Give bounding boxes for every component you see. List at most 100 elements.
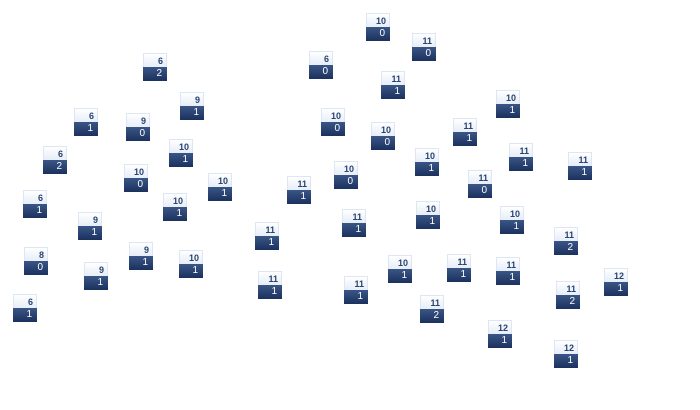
node-bottom-value: 0 (371, 136, 395, 150)
node-top-value: 10 (163, 193, 187, 207)
diagram-node[interactable]: 11 1 (258, 271, 282, 299)
diagram-node[interactable]: 11 2 (420, 295, 444, 323)
node-top-value: 6 (74, 108, 98, 122)
node-top-value: 8 (24, 247, 48, 261)
diagram-node[interactable]: 11 1 (447, 254, 471, 282)
node-top-value: 10 (179, 250, 203, 264)
node-top-value: 9 (78, 212, 102, 226)
node-bottom-value: 1 (342, 223, 366, 237)
node-bottom-value: 1 (554, 354, 578, 368)
diagram-node[interactable]: 10 1 (496, 90, 520, 118)
diagram-node[interactable]: 10 1 (179, 250, 203, 278)
node-top-value: 9 (129, 242, 153, 256)
diagram-node[interactable]: 10 0 (366, 13, 390, 41)
diagram-node[interactable]: 10 0 (371, 122, 395, 150)
node-bottom-value: 1 (129, 256, 153, 270)
diagram-node[interactable]: 11 1 (496, 257, 520, 285)
node-bottom-value: 0 (309, 65, 333, 79)
node-bottom-value: 1 (23, 204, 47, 218)
node-top-value: 11 (381, 71, 405, 85)
diagram-node[interactable]: 12 1 (488, 320, 512, 348)
diagram-node[interactable]: 12 1 (554, 340, 578, 368)
diagram-node[interactable]: 11 2 (556, 281, 580, 309)
node-top-value: 11 (287, 176, 311, 190)
diagram-node[interactable]: 10 1 (169, 139, 193, 167)
node-top-value: 11 (568, 152, 592, 166)
node-top-value: 12 (554, 340, 578, 354)
diagram-node[interactable]: 11 1 (287, 176, 311, 204)
node-bottom-value: 1 (13, 308, 37, 322)
node-bottom-value: 0 (321, 122, 345, 136)
node-bottom-value: 0 (334, 175, 358, 189)
node-top-value: 10 (366, 13, 390, 27)
node-bottom-value: 1 (416, 215, 440, 229)
node-top-value: 12 (488, 320, 512, 334)
node-top-value: 6 (309, 51, 333, 65)
diagram-node[interactable]: 11 1 (453, 118, 477, 146)
diagram-node[interactable]: 11 2 (554, 227, 578, 255)
node-bottom-value: 1 (500, 220, 524, 234)
node-top-value: 10 (500, 206, 524, 220)
diagram-node[interactable]: 10 1 (163, 193, 187, 221)
node-bottom-value: 2 (420, 309, 444, 323)
diagram-node[interactable]: 11 1 (342, 209, 366, 237)
diagram-node[interactable]: 10 1 (415, 148, 439, 176)
node-bottom-value: 1 (255, 236, 279, 250)
diagram-node[interactable]: 10 0 (321, 108, 345, 136)
diagram-node[interactable]: 11 1 (509, 143, 533, 171)
diagram-node[interactable]: 10 1 (500, 206, 524, 234)
diagram-node[interactable]: 11 1 (381, 71, 405, 99)
node-top-value: 12 (604, 268, 628, 282)
node-top-value: 10 (496, 90, 520, 104)
node-bottom-value: 1 (488, 334, 512, 348)
node-bottom-value: 1 (568, 166, 592, 180)
node-bottom-value: 1 (258, 285, 282, 299)
node-bottom-value: 1 (496, 271, 520, 285)
node-top-value: 11 (258, 271, 282, 285)
diagram-node[interactable]: 11 0 (412, 33, 436, 61)
diagram-node[interactable]: 11 1 (568, 152, 592, 180)
node-bottom-value: 2 (554, 241, 578, 255)
diagram-node[interactable]: 12 1 (604, 268, 628, 296)
node-top-value: 10 (124, 164, 148, 178)
diagram-node[interactable]: 11 1 (344, 276, 368, 304)
node-bottom-value: 0 (468, 184, 492, 198)
node-top-value: 11 (453, 118, 477, 132)
diagram-node[interactable]: 11 1 (255, 222, 279, 250)
node-top-value: 11 (556, 281, 580, 295)
diagram-node[interactable]: 10 0 (124, 164, 148, 192)
node-top-value: 9 (126, 113, 150, 127)
diagram-node[interactable]: 11 0 (468, 170, 492, 198)
diagram-node[interactable]: 10 1 (208, 173, 232, 201)
node-bottom-value: 1 (74, 122, 98, 136)
node-bottom-value: 1 (447, 268, 471, 282)
node-top-value: 9 (180, 92, 204, 106)
node-top-value: 10 (321, 108, 345, 122)
node-bottom-value: 1 (509, 157, 533, 171)
node-top-value: 11 (420, 295, 444, 309)
node-top-value: 11 (509, 143, 533, 157)
node-top-value: 11 (554, 227, 578, 241)
diagram-node[interactable]: 10 1 (388, 255, 412, 283)
node-top-value: 11 (468, 170, 492, 184)
node-top-value: 11 (496, 257, 520, 271)
node-bottom-value: 1 (78, 226, 102, 240)
node-bottom-value: 1 (287, 190, 311, 204)
node-bottom-value: 0 (412, 47, 436, 61)
diagram-node[interactable]: 10 1 (416, 201, 440, 229)
node-bottom-value: 1 (381, 85, 405, 99)
node-bottom-value: 1 (496, 104, 520, 118)
diagram-node[interactable]: 10 0 (334, 161, 358, 189)
